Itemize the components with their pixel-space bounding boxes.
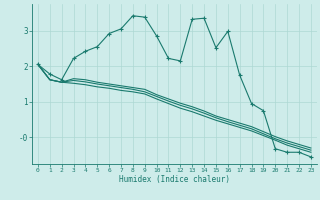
X-axis label: Humidex (Indice chaleur): Humidex (Indice chaleur) <box>119 175 230 184</box>
